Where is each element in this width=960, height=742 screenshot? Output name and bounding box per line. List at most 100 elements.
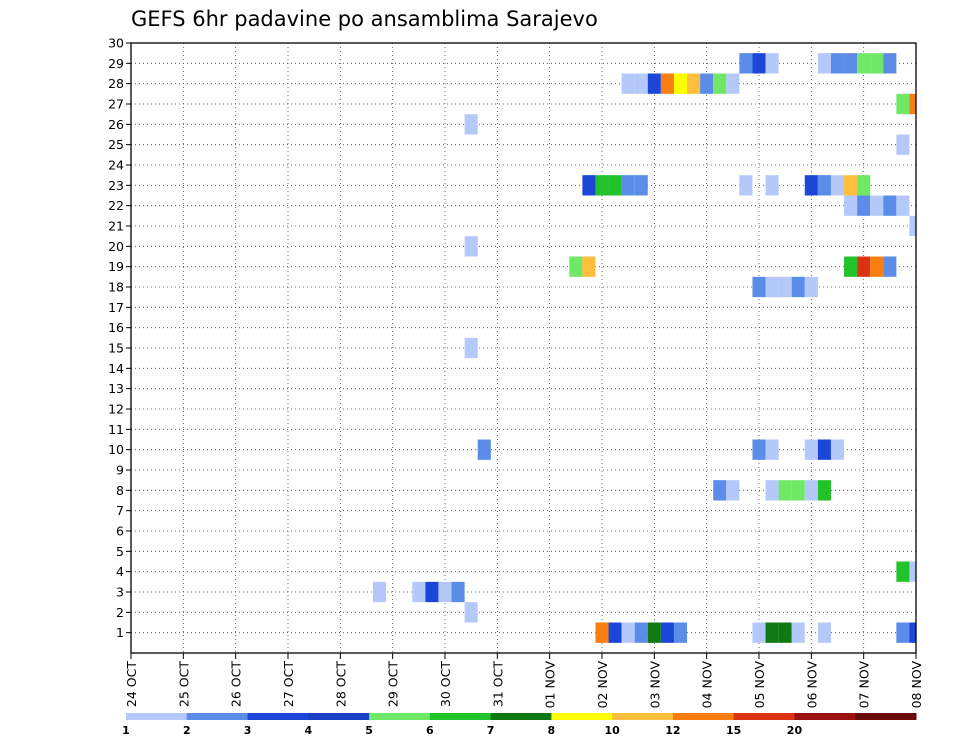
data-cell — [844, 195, 858, 216]
y-tick-label: 18 — [108, 280, 124, 295]
data-cell — [817, 175, 831, 196]
data-cell — [569, 256, 583, 277]
data-cell — [896, 195, 910, 216]
colorbar-label: 2 — [183, 724, 191, 737]
y-tick-label: 25 — [108, 137, 124, 152]
y-tick-label: 30 — [108, 36, 124, 51]
data-cell — [870, 53, 884, 74]
data-cells — [373, 53, 916, 643]
y-tick-label: 8 — [116, 483, 124, 498]
data-cell — [830, 175, 845, 196]
y-tick-label: 10 — [108, 442, 124, 457]
data-cell — [791, 276, 805, 298]
data-cell — [438, 581, 452, 603]
data-cell — [817, 622, 831, 643]
colorbar-swatch — [247, 713, 309, 720]
data-cell — [844, 175, 858, 196]
data-cell — [700, 73, 714, 94]
colorbar-swatch — [369, 713, 431, 720]
colorbar-swatch — [672, 713, 735, 720]
x-tick-label: 02 NOV — [595, 661, 610, 709]
x-tick-label: 05 NOV — [752, 661, 767, 709]
x-tick-label: 30 OCT — [438, 661, 453, 707]
data-cell — [883, 195, 897, 216]
data-cell — [582, 256, 596, 277]
data-cell — [373, 581, 387, 603]
data-cell — [673, 73, 688, 94]
y-tick-label: 3 — [116, 585, 124, 600]
data-cell — [464, 337, 478, 359]
y-tick-label: 15 — [108, 341, 124, 356]
y-tick-label: 26 — [108, 117, 124, 132]
colorbar-swatch — [308, 713, 370, 720]
data-cell — [660, 622, 674, 643]
data-cell — [765, 439, 779, 460]
data-cell — [752, 53, 766, 74]
colorbar-swatch — [733, 713, 795, 720]
data-cell — [621, 622, 635, 643]
colorbar-label: 1 — [122, 724, 130, 737]
y-tick-label: 20 — [108, 239, 124, 254]
data-cell — [883, 53, 897, 74]
data-cell — [765, 622, 779, 643]
y-tick-label: 9 — [116, 463, 124, 478]
y-tick-label: 17 — [108, 300, 124, 315]
x-tick-label: 01 NOV — [543, 661, 558, 709]
colorbar-label: 6 — [426, 724, 434, 737]
data-cell — [464, 114, 478, 135]
data-cell — [896, 561, 910, 582]
chart-title: GEFS 6hr padavine po ansamblima Sarajevo — [131, 7, 598, 31]
data-cell — [739, 175, 753, 196]
x-tick-label: 06 NOV — [804, 661, 819, 709]
colorbar-swatch — [126, 713, 188, 720]
data-cell — [621, 175, 635, 196]
data-cell — [595, 175, 609, 196]
x-tick-label: 31 OCT — [490, 661, 505, 707]
data-cell — [621, 73, 635, 94]
colorbar-swatch — [429, 713, 492, 720]
data-cell — [778, 480, 792, 501]
y-tick-label: 24 — [108, 158, 124, 173]
x-tick-label: 04 NOV — [700, 661, 715, 709]
data-cell — [883, 256, 897, 277]
data-cell — [634, 622, 648, 643]
data-cell — [817, 53, 831, 74]
data-cell — [870, 256, 884, 277]
data-cell — [687, 73, 701, 94]
data-cell — [634, 175, 648, 196]
y-tick-label: 14 — [108, 361, 124, 376]
data-cell — [765, 53, 779, 74]
data-cell — [804, 439, 818, 460]
data-cell — [909, 561, 916, 582]
x-tick-label: 03 NOV — [647, 661, 662, 709]
data-cell — [830, 53, 845, 74]
y-tick-label: 28 — [108, 76, 124, 91]
data-cell — [739, 53, 753, 74]
x-axis: 24 OCT 25 OCT 26 OCT 27 OCT 28 OCT 29 OCT 30 O… — [124, 653, 924, 708]
data-cell — [451, 581, 465, 603]
y-tick-label: 13 — [108, 381, 124, 396]
y-tick-label: 6 — [116, 524, 124, 539]
data-cell — [870, 195, 884, 216]
data-cell — [765, 480, 779, 501]
data-cell — [909, 622, 916, 643]
data-cell — [778, 622, 792, 643]
x-tick-label: 29 OCT — [386, 661, 401, 707]
data-cell — [791, 480, 805, 501]
data-cell — [857, 195, 871, 216]
data-cell — [778, 276, 792, 298]
colorbar-label: 7 — [487, 724, 495, 737]
data-cell — [752, 276, 766, 298]
data-cell — [647, 73, 661, 94]
colorbar-swatch — [551, 713, 613, 720]
data-cell — [713, 480, 727, 501]
data-cell — [425, 581, 439, 603]
data-cell — [647, 622, 661, 643]
data-cell — [909, 93, 916, 115]
data-cell — [726, 480, 740, 501]
colorbar-swatch — [186, 713, 249, 720]
y-tick-label: 11 — [108, 422, 124, 437]
colorbar-label: 10 — [604, 724, 620, 737]
colorbar-label: 12 — [665, 724, 680, 737]
